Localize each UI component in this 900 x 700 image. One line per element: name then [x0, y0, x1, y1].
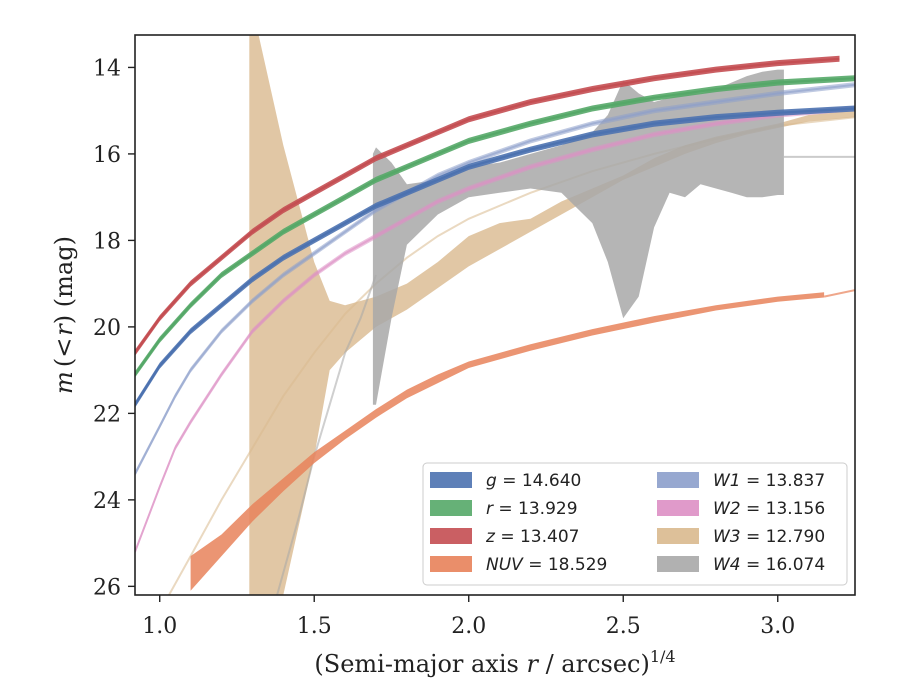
x-tick-label: 1.0 [142, 614, 177, 639]
legend-swatch-w1 [657, 472, 699, 488]
legend-label-r: r = 13.929 [486, 499, 578, 519]
x-tick-label: 2.5 [606, 614, 641, 639]
series-z-line [135, 57, 840, 354]
series-w4-band [372, 69, 784, 405]
series-nuv-band [190, 292, 825, 591]
legend-label-w1: W1 = 13.837 [713, 471, 825, 491]
x-axis-label: (Semi-major axis r / arcsec)1/4 [314, 647, 675, 678]
series-w1 [135, 82, 855, 477]
legend: g = 14.640 r = 13.929 z = 13.407 NUV = 18.5… [422, 462, 848, 586]
x-tick-label: 2.0 [451, 614, 486, 639]
y-axis: 14 16 18 20 22 24 26 [93, 56, 135, 600]
plot-area [135, 35, 855, 595]
series-nuv-tail [823, 289, 855, 298]
series-g [135, 105, 855, 408]
y-axis-label: m(<r) (mag) [50, 236, 78, 394]
series-w2-line [135, 107, 855, 553]
legend-item-w2: W2 = 13.156 [657, 499, 825, 519]
series-r-band [135, 75, 855, 378]
legend-label-z: z = 13.407 [485, 527, 579, 547]
series-r-line [135, 77, 855, 376]
legend-item-w4: W4 = 16.074 [657, 555, 825, 575]
x-tick-label: 3.0 [760, 614, 795, 639]
legend-label-g: g = 14.640 [486, 471, 581, 491]
series-r [135, 75, 855, 378]
legend-swatch-z [430, 528, 472, 544]
y-tick-label: 20 [93, 316, 121, 341]
y-tick-label: 14 [93, 56, 121, 81]
y-tick-label: 26 [93, 575, 121, 600]
series-nuv [190, 289, 855, 591]
series-w4 [276, 69, 855, 595]
legend-swatch-w2 [657, 500, 699, 516]
x-tick-label: 1.5 [297, 614, 332, 639]
legend-swatch-g [430, 472, 472, 488]
series-z-band [135, 55, 840, 356]
y-tick-label: 18 [93, 229, 121, 254]
legend-item-z: z = 13.407 [430, 527, 579, 547]
legend-swatch-w3 [657, 528, 699, 544]
series-w1-line [135, 83, 855, 475]
y-tick-label: 16 [93, 143, 121, 168]
legend-item-nuv: NUV = 18.529 [430, 555, 607, 575]
legend-item-g: g = 14.640 [430, 471, 581, 491]
series-w3-band [249, 35, 855, 595]
legend-label-w3: W3 = 12.790 [713, 527, 825, 547]
legend-swatch-r [430, 500, 472, 516]
legend-label-w2: W2 = 13.156 [713, 499, 825, 519]
series-z [135, 55, 840, 356]
legend-item-w3: W3 = 12.790 [657, 527, 825, 547]
series-w2 [135, 105, 855, 555]
series-w4-extrapolation [276, 274, 377, 595]
series-g-line [135, 107, 855, 406]
legend-label-w4: W4 = 16.074 [713, 555, 825, 575]
y-tick-label: 24 [93, 489, 121, 514]
legend-item-r: r = 13.929 [430, 499, 578, 519]
legend-item-w1: W1 = 13.837 [657, 471, 825, 491]
plot-frame [134, 34, 856, 596]
legend-frame [422, 462, 848, 586]
legend-label-nuv: NUV = 18.529 [486, 555, 607, 575]
legend-swatch-nuv [430, 556, 472, 572]
y-tick-label: 22 [93, 402, 121, 427]
x-axis: 1.0 1.5 2.0 2.5 3.0 [142, 595, 795, 639]
legend-swatch-w4 [657, 556, 699, 572]
